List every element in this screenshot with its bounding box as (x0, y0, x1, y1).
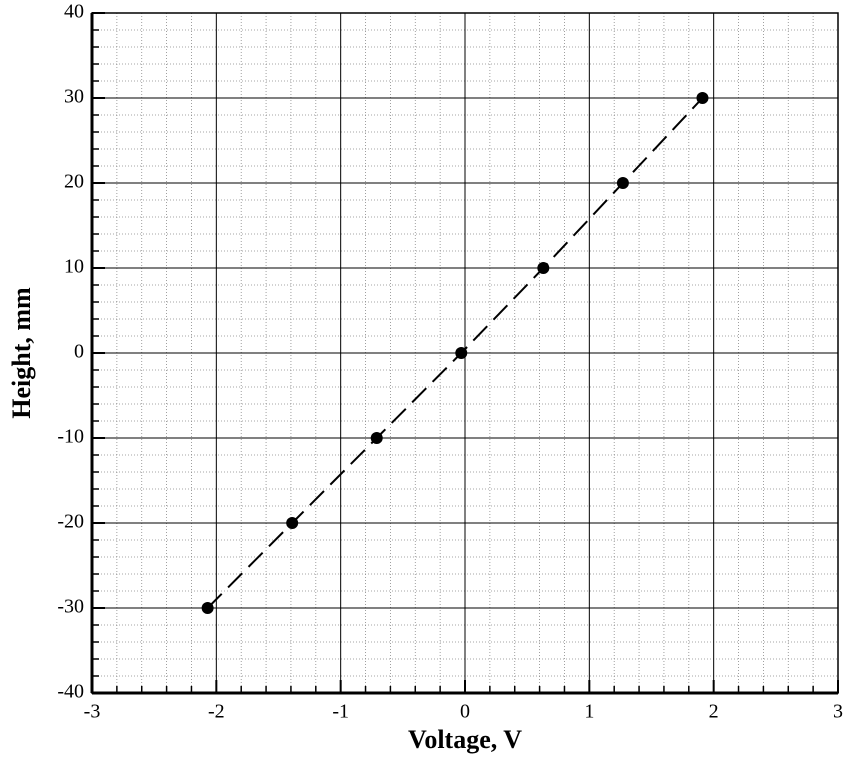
y-tick-label: 20 (64, 171, 84, 193)
data-point (201, 602, 214, 614)
y-tick-label: -40 (57, 681, 84, 703)
y-tick-label: -10 (57, 426, 84, 448)
x-tick-label: 1 (584, 701, 594, 723)
data-point (696, 92, 709, 104)
y-tick-label: 0 (74, 341, 84, 363)
y-tick-label: 40 (64, 1, 84, 23)
x-tick-label: 0 (460, 701, 470, 723)
data-point (616, 177, 629, 189)
y-tick-label: 30 (64, 86, 84, 108)
y-tick-label: 10 (64, 256, 84, 278)
y-axis-label: Height, mm (7, 287, 36, 419)
x-tick-label: -1 (332, 701, 349, 723)
data-point (537, 262, 550, 274)
x-tick-label: 2 (709, 701, 719, 723)
data-point (455, 347, 468, 359)
y-tick-label: -30 (57, 596, 84, 618)
y-tick-label: -20 (57, 511, 84, 533)
data-point (370, 432, 383, 444)
x-tick-label: -2 (208, 701, 225, 723)
data-point (286, 517, 299, 529)
x-tick-label: -3 (84, 701, 101, 723)
x-tick-label: 3 (833, 701, 843, 723)
x-axis-label: Voltage, V (408, 725, 522, 754)
